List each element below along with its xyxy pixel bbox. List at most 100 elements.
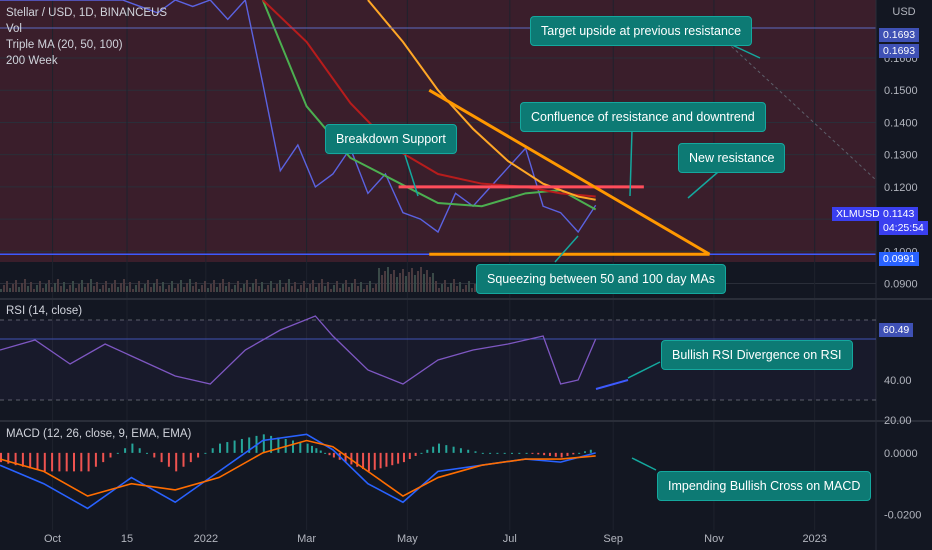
volume-bar: [216, 287, 218, 292]
macd-hist-bar: [414, 452, 417, 456]
volume-bar: [18, 287, 20, 292]
callout-rsi-divergence[interactable]: Bullish RSI Divergence on RSI: [661, 340, 853, 370]
volume-bar: [327, 282, 329, 292]
callout-target[interactable]: Target upside at previous resistance: [530, 16, 753, 46]
volume-bar: [225, 286, 227, 292]
y-tick-main-6: 0.1500: [884, 85, 918, 97]
callout-confluence[interactable]: Confluence of resistance and downtrend: [520, 102, 766, 132]
macd-hist-bar: [204, 452, 207, 454]
x-tick-8: 2023: [802, 533, 826, 545]
volume-bar: [42, 288, 44, 292]
volume-bar: [54, 283, 56, 292]
volume-bar: [303, 281, 305, 292]
volume-bar: [219, 283, 221, 292]
volume-bar: [108, 288, 110, 292]
macd-hist-bar: [525, 452, 528, 454]
volume-bar: [99, 289, 101, 292]
volume-bar: [60, 286, 62, 292]
tag-support: 0.0991: [879, 252, 920, 266]
macd-hist-bar: [543, 452, 546, 456]
legend-triple-ma[interactable]: Triple MA (20, 50, 100): [6, 39, 123, 51]
x-tick-5: Jul: [503, 533, 517, 545]
volume-bar: [36, 285, 38, 292]
volume-bar: [177, 284, 179, 292]
volume-bar: [285, 283, 287, 292]
volume-bar: [345, 280, 347, 292]
legend-symbol[interactable]: Stellar / USD, 1D, BINANCEUS: [6, 7, 168, 19]
volume-bar: [444, 280, 446, 292]
volume-bar: [390, 274, 392, 292]
price-series-group: [0, 0, 876, 234]
x-tick-6: Sep: [603, 533, 623, 545]
macd-hist-bar: [328, 452, 331, 456]
volume-bar: [207, 288, 209, 292]
volume-bar: [261, 282, 263, 292]
volume-bar: [426, 270, 428, 292]
volume-bar: [366, 285, 368, 292]
connector-6: [631, 457, 657, 471]
volume-bar: [240, 288, 242, 292]
volume-bar: [450, 283, 452, 292]
tag-symbol: XLMUSD: [832, 207, 884, 221]
volume-bar: [435, 281, 437, 292]
legend-200-week[interactable]: 200 Week: [6, 55, 58, 67]
volume-bar: [249, 287, 251, 292]
macd-hist-bar: [277, 437, 280, 453]
macd-hist-bar: [518, 452, 521, 454]
annotation-lines: [0, 88, 876, 256]
callout-connectors: [404, 43, 761, 471]
macd-hist-bar: [306, 443, 309, 453]
callout-squeezing[interactable]: Squeezing between 50 and 100 day MAs: [476, 264, 726, 294]
volume-bar: [210, 284, 212, 292]
volume-bar: [48, 280, 50, 292]
volume-bar: [378, 268, 380, 292]
legend-vol[interactable]: Vol: [6, 23, 22, 35]
volume-bar: [330, 289, 332, 292]
tag-last-price: 0.1143: [879, 207, 919, 221]
rsi-divergence-line: [595, 379, 629, 390]
volume-bar: [27, 286, 29, 292]
volume-bar: [69, 285, 71, 292]
volume-bar: [372, 288, 374, 292]
macd-pane: [0, 433, 596, 510]
volume-bar: [267, 285, 269, 292]
volume-bar: [57, 279, 59, 292]
macd-hist-bar: [367, 452, 370, 472]
legend-macd[interactable]: MACD (12, 26, close, 9, EMA, EMA): [6, 428, 192, 440]
volume-bar: [405, 276, 407, 292]
macd-hist-bar: [373, 452, 376, 470]
callout-macd-cross[interactable]: Impending Bullish Cross on MACD: [657, 471, 872, 501]
x-tick-4: May: [397, 533, 418, 545]
macd-hist-bar: [426, 449, 429, 453]
volume-bar: [384, 271, 386, 292]
volume-bar: [81, 280, 83, 292]
macd-hist-bar: [80, 452, 83, 472]
volume-bar: [264, 289, 266, 292]
volume-bar: [402, 269, 404, 292]
rsi-legend: RSI (14, close): [6, 303, 82, 319]
volume-bar: [90, 279, 92, 292]
macd-hist-bar: [131, 443, 134, 453]
tag-200w-b: 0.1693: [879, 44, 920, 58]
volume-bar: [21, 283, 23, 292]
callout-new-resistance[interactable]: New resistance: [678, 143, 786, 173]
volume-bar: [294, 282, 296, 292]
volume-bar: [165, 289, 167, 292]
volume-bar: [465, 285, 467, 292]
volume-bar: [162, 282, 164, 292]
macd-hist-bar: [474, 451, 477, 453]
legend-rsi[interactable]: RSI (14, close): [6, 305, 83, 317]
volume-bar: [168, 285, 170, 292]
callout-breakdown[interactable]: Breakdown Support: [325, 124, 457, 154]
x-tick-1: 15: [121, 533, 133, 545]
volume-bar: [273, 288, 275, 292]
volume-bar: [318, 283, 320, 292]
macd-hist-bar: [94, 452, 97, 467]
volume-bar: [135, 285, 137, 292]
volume-bar: [30, 282, 32, 292]
connector-5: [627, 361, 661, 379]
volume-bar: [147, 280, 149, 292]
volume-bar: [105, 281, 107, 292]
volume-bar: [387, 267, 389, 292]
